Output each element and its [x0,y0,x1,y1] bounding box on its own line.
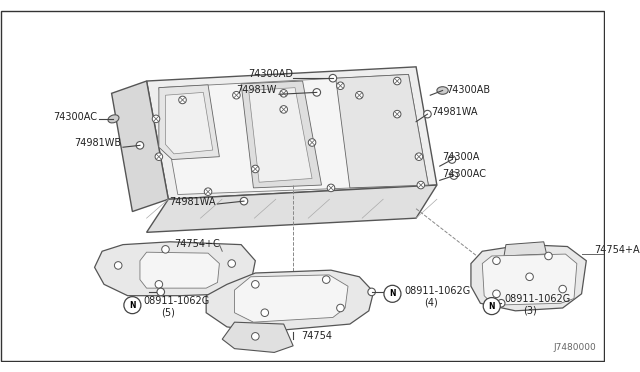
Polygon shape [147,67,437,199]
Circle shape [155,280,163,288]
Circle shape [384,285,401,302]
Circle shape [232,92,240,99]
Polygon shape [336,74,428,188]
Polygon shape [159,85,220,160]
Circle shape [394,77,401,85]
Text: 74300AB: 74300AB [446,84,490,94]
Polygon shape [206,270,374,331]
Text: 74981W: 74981W [236,84,276,94]
Text: 74981WB: 74981WB [74,138,121,148]
Circle shape [337,82,344,90]
Text: (4): (4) [424,297,437,307]
Polygon shape [159,74,428,195]
Text: 74754+C: 74754+C [175,239,220,249]
Text: 08911-1062G: 08911-1062G [144,296,210,307]
Circle shape [450,172,458,179]
Text: (5): (5) [161,308,175,318]
Circle shape [545,252,552,260]
Text: 74300AC: 74300AC [443,169,486,179]
Circle shape [493,257,500,264]
Text: N: N [389,289,396,298]
Polygon shape [111,81,168,212]
Circle shape [240,198,248,205]
Circle shape [337,304,344,312]
Circle shape [136,142,144,149]
Circle shape [157,288,164,296]
Circle shape [115,262,122,269]
Circle shape [179,96,186,104]
Circle shape [261,309,269,317]
Circle shape [280,106,287,113]
Polygon shape [234,275,348,322]
Circle shape [424,110,431,118]
Polygon shape [147,185,437,232]
Circle shape [308,139,316,146]
Circle shape [252,280,259,288]
Circle shape [493,290,500,298]
Text: N: N [488,302,495,311]
Text: N: N [129,301,136,310]
Text: 08911-1062G: 08911-1062G [504,295,570,304]
Text: 74300AC: 74300AC [53,112,97,122]
Circle shape [415,153,422,160]
Circle shape [313,89,321,96]
Circle shape [368,288,376,296]
Text: 74300A: 74300A [443,152,480,162]
Polygon shape [249,88,312,182]
Circle shape [155,153,163,160]
Circle shape [329,74,337,82]
Polygon shape [504,242,547,256]
Circle shape [497,299,505,307]
Circle shape [228,260,236,267]
Ellipse shape [108,115,119,123]
Text: 74981WA: 74981WA [169,197,216,207]
Circle shape [526,273,533,280]
Circle shape [280,90,287,97]
Polygon shape [241,81,321,188]
Circle shape [356,92,363,99]
Circle shape [417,181,424,189]
Polygon shape [483,254,577,305]
Text: 74300AD: 74300AD [248,70,293,79]
Circle shape [124,296,141,314]
Ellipse shape [437,87,448,94]
Circle shape [448,156,456,163]
Text: 74981WA: 74981WA [431,107,477,117]
Circle shape [162,246,169,253]
Circle shape [483,298,500,315]
Text: 74754+A: 74754+A [594,245,639,255]
Circle shape [559,285,566,293]
Text: (3): (3) [523,306,537,316]
Circle shape [152,115,160,123]
Polygon shape [471,245,586,311]
Text: 74754: 74754 [301,331,332,341]
Polygon shape [222,322,293,352]
Polygon shape [140,252,220,288]
Circle shape [252,165,259,173]
Circle shape [204,188,212,195]
Polygon shape [95,242,255,296]
Text: 08911-1062G: 08911-1062G [404,286,471,296]
Polygon shape [166,92,212,154]
Circle shape [252,333,259,340]
Circle shape [327,184,335,192]
Circle shape [394,110,401,118]
Text: J7480000: J7480000 [553,343,596,352]
Circle shape [323,276,330,283]
